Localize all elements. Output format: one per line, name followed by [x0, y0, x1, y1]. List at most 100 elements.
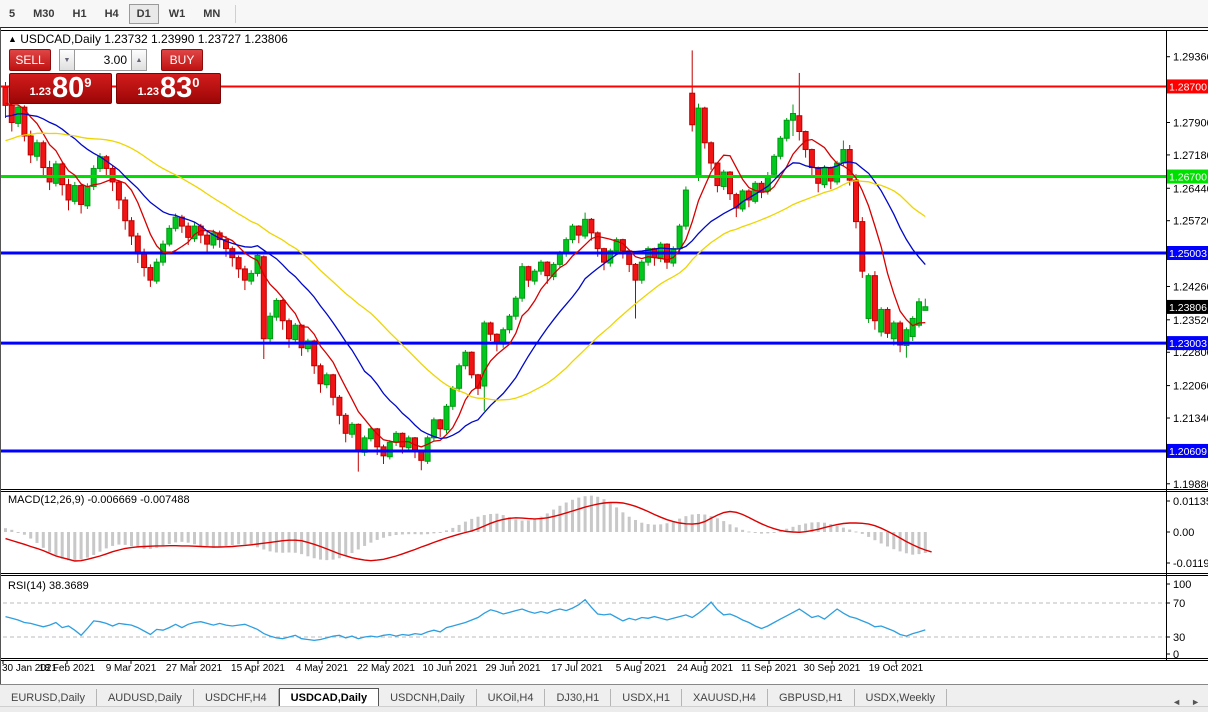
- macd-histogram-bar: [797, 524, 801, 532]
- chart-window[interactable]: 1.293601.286401.279001.271801.264401.257…: [0, 27, 1208, 685]
- rsi-axis-label: 0: [1173, 649, 1179, 661]
- tab-gbpusd-h1[interactable]: GBPUSD,H1: [768, 689, 855, 707]
- candle-bull: [52, 163, 59, 184]
- volume-increase-button[interactable]: ▲: [131, 49, 147, 71]
- macd-histogram-bar: [130, 532, 133, 547]
- macd-histogram-bar: [760, 532, 763, 534]
- tab-ukoil-h4[interactable]: UKOil,H4: [477, 689, 546, 707]
- tab-scroll-right-icon[interactable]: ►: [1191, 697, 1200, 707]
- tab-usdx-h1[interactable]: USDX,H1: [611, 689, 682, 707]
- macd-histogram-bar: [589, 495, 593, 532]
- candle-bull: [304, 340, 311, 350]
- macd-histogram-bar: [104, 532, 108, 549]
- buy-price-button[interactable]: 1.23 83 0: [116, 73, 221, 104]
- collapse-arrow-icon[interactable]: ▲: [8, 34, 17, 44]
- macd-indicator-label: MACD(12,26,9) -0.006669 -0.007488: [8, 494, 190, 506]
- macd-histogram-bar: [407, 532, 411, 535]
- candle-bear: [311, 340, 318, 367]
- buy-price-prefix: 1.23: [137, 86, 159, 98]
- period-m30-button[interactable]: M30: [33, 7, 55, 20]
- candle-bear: [727, 171, 733, 195]
- macd-histogram-bar: [678, 518, 682, 532]
- candle-bull: [267, 315, 274, 340]
- candle-bear: [897, 322, 904, 346]
- macd-histogram-bar: [85, 532, 89, 558]
- macd-histogram-bar: [715, 518, 719, 532]
- rsi-line: [5, 598, 926, 642]
- macd-histogram-bar: [501, 515, 505, 532]
- candle-bear: [65, 184, 72, 201]
- tab-scroll-controls: ◄ ►: [1172, 697, 1208, 707]
- candle-bull: [790, 112, 796, 121]
- date-axis-label: 5 Aug 2021: [616, 663, 667, 674]
- macd-histogram-bar: [571, 499, 574, 532]
- period-h1-button[interactable]: H1: [72, 7, 87, 20]
- candle-bull: [916, 301, 922, 326]
- macd-histogram-bar: [621, 512, 625, 532]
- period-mn-button[interactable]: MN: [203, 7, 221, 20]
- macd-histogram-bar: [388, 532, 392, 537]
- tab-usdcnh-daily[interactable]: USDCNH,Daily: [379, 689, 477, 707]
- period-d1-button[interactable]: D1: [128, 3, 159, 24]
- price-level-chip: [1167, 443, 1208, 458]
- toolbar-separator: [235, 4, 237, 23]
- rsi-axis-label: 70: [1173, 598, 1185, 610]
- candle-bull: [443, 405, 450, 431]
- macd-histogram-bar: [300, 532, 304, 555]
- candle-bull: [34, 142, 40, 157]
- date-axis-label: 17 Jul 2021: [551, 663, 603, 674]
- macd-histogram-bar: [230, 532, 234, 546]
- macd-histogram-bar: [400, 532, 404, 535]
- price-chart-canvas[interactable]: 1.293601.286401.279001.271801.264401.257…: [1, 28, 1208, 685]
- macd-histogram-bar: [337, 532, 341, 559]
- price-level-chip-text: 1.23003: [1169, 338, 1207, 350]
- macd-signal-line: [5, 501, 932, 562]
- candle-bull: [462, 351, 469, 367]
- macd-histogram-bar: [161, 532, 165, 546]
- candle-bear: [708, 142, 715, 164]
- chart-title: ▲ USDCAD,Daily 1.23732 1.23990 1.23727 1…: [8, 32, 288, 46]
- candle-bear: [468, 351, 475, 376]
- tab-scroll-left-icon[interactable]: ◄: [1172, 697, 1182, 707]
- period-w1-button[interactable]: W1: [168, 7, 186, 20]
- tab-dj30-h1[interactable]: DJ30,H1: [545, 689, 612, 707]
- macd-histogram-bar: [646, 524, 650, 532]
- macd-histogram-bar: [136, 532, 140, 548]
- buy-button[interactable]: BUY: [161, 49, 203, 71]
- tab-xauusd-h4[interactable]: XAUUSD,H4: [682, 689, 768, 707]
- macd-histogram-bar: [665, 523, 669, 532]
- tab-eurusd-daily[interactable]: EURUSD,Daily: [0, 689, 97, 707]
- candle-bear: [342, 414, 349, 434]
- candle-bear: [336, 396, 343, 416]
- macd-histogram-bar: [445, 530, 448, 532]
- sell-button[interactable]: SELL: [9, 49, 51, 71]
- candle-bear: [575, 225, 582, 236]
- price-level-chip: [1167, 246, 1208, 260]
- buy-price-point: 0: [192, 75, 200, 90]
- macd-histogram-bar: [482, 515, 486, 532]
- candle-bear: [27, 135, 34, 156]
- tab-usdchf-h4[interactable]: USDCHF,H4: [194, 689, 279, 707]
- candle-bear: [588, 218, 595, 234]
- macd-histogram-bar: [186, 532, 190, 543]
- candle-bull: [720, 171, 727, 187]
- sell-price-button[interactable]: 1.23 80 9: [9, 73, 113, 104]
- candle-bear: [437, 419, 444, 430]
- macd-histogram-bar: [67, 532, 70, 561]
- date-axis-label: 15 Apr 2021: [231, 663, 285, 674]
- macd-histogram-bar: [627, 516, 631, 532]
- tab-usdx-weekly[interactable]: USDX,Weekly: [855, 689, 947, 707]
- macd-histogram-bar: [904, 532, 908, 554]
- macd-histogram-bar: [205, 532, 209, 548]
- macd-histogram-bar: [873, 532, 877, 541]
- period-h4-button[interactable]: H4: [104, 7, 119, 20]
- macd-histogram-bar: [728, 524, 732, 532]
- tab-usdcad-daily[interactable]: USDCAD,Daily: [278, 688, 380, 708]
- macd-histogram-bar: [148, 532, 152, 549]
- chart-svg[interactable]: 1.293601.286401.279001.271801.264401.257…: [1, 28, 1208, 684]
- tab-audusd-daily[interactable]: AUDUSD,Daily: [97, 689, 194, 707]
- volume-input[interactable]: [75, 49, 131, 71]
- volume-decrease-button[interactable]: ▼: [59, 49, 75, 71]
- period-m5-button[interactable]: 5: [9, 7, 16, 20]
- macd-histogram-bar: [41, 532, 45, 548]
